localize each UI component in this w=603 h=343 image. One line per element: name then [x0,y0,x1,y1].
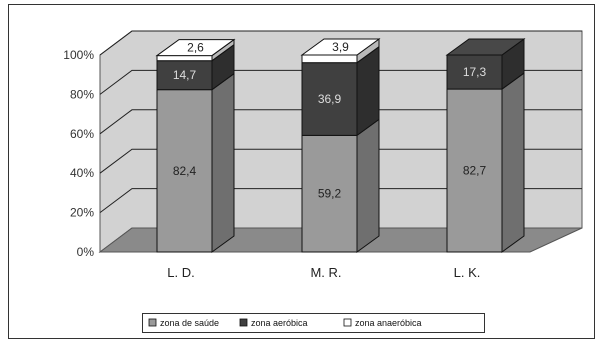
y-tick-label: 0% [77,245,95,259]
bar-segment-top [445,38,526,56]
data-label: 82,4 [173,164,197,178]
data-label: 59,2 [318,187,342,201]
legend-box [142,313,485,333]
x-category-label: L. D. [167,265,194,280]
legend-item: zona aeróbica [239,318,308,328]
gridline [99,30,582,56]
bar-stack [445,38,526,253]
bar-segment-top [155,39,236,57]
x-category-label: M. R. [310,265,341,280]
bar-segment-front [301,54,358,64]
bar-segment-front [156,55,213,62]
gridline [99,148,582,174]
bar-segment-top [300,38,381,56]
data-label: 36,9 [318,92,342,106]
y-tick-label: 100% [63,48,94,62]
x-category-label: L. K. [454,265,481,280]
y-tick-label: 60% [70,127,94,141]
bar-segment-front [301,134,358,253]
legend-swatch [343,318,352,327]
data-label: 82,7 [463,164,487,178]
legend-swatch [239,318,248,327]
legend-swatch [148,318,157,327]
legend: zona de saúde zona aeróbica zona anaeróbic… [142,313,485,333]
data-label: 3,9 [332,40,349,54]
bar-stack [155,38,236,253]
data-labels: 82,4 14,7 2,6 59,2 36,9 3,9 82,7 17,3 [173,40,487,201]
legend-item: zona anaeróbica [343,318,422,328]
bar-segment-front [156,89,213,253]
legend-item: zona de saúde [148,318,219,328]
data-label: 2,6 [187,41,204,55]
bar-segment-side [211,72,235,253]
gridline [99,109,582,135]
gridline [99,69,582,95]
bar-stack [300,38,381,253]
bar-segment-side [501,72,525,253]
y-tick-label: 40% [70,166,94,180]
legend-label: zona anaeróbica [355,318,422,328]
gridlines [99,30,582,214]
y-axis-ticks: 0% 20% 40% 60% 80% 100% [63,48,94,259]
y-tick-label: 80% [70,87,94,101]
bar-segment-front [156,60,213,91]
bar-segment-front [446,54,503,90]
bars [155,38,526,253]
x-axis-categories: L. D. M. R. L. K. [167,265,480,280]
data-label: 17,3 [463,65,487,79]
y-tick-label: 20% [70,206,94,220]
legend-label: zona aeróbica [251,318,308,328]
gridline [99,188,582,214]
bar-segment-front [301,62,358,136]
legend-label: zona de saúde [160,318,219,328]
data-label: 14,7 [173,68,197,82]
bar-segment-side [356,118,380,253]
